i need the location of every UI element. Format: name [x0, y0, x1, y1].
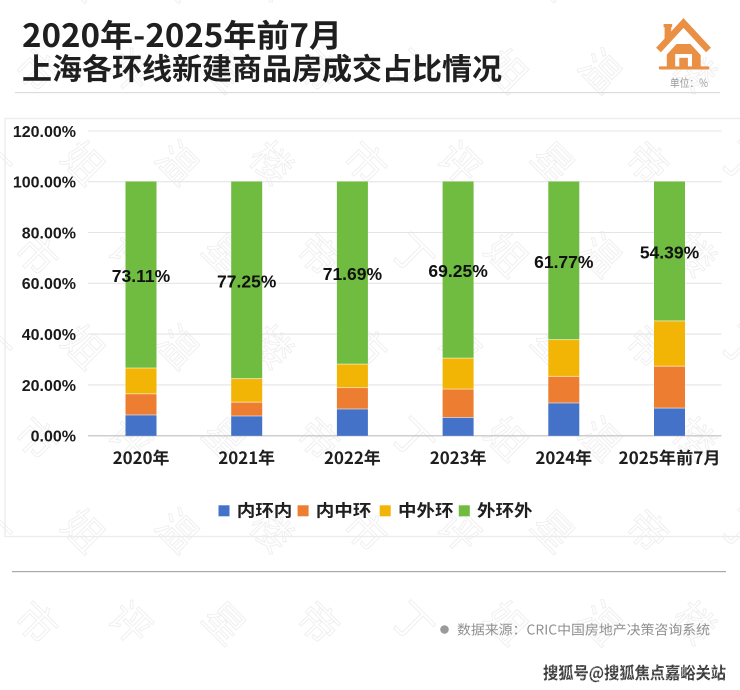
svg-text:54.39%: 54.39%	[640, 243, 700, 263]
svg-text:120.00%: 120.00%	[13, 124, 76, 141]
svg-text:77.25%: 77.25%	[217, 271, 277, 291]
svg-text:73.11%: 73.11%	[112, 266, 171, 286]
svg-text:20.00%: 20.00%	[22, 378, 76, 395]
svg-text:0.00%: 0.00%	[31, 429, 76, 446]
svg-text:69.25%: 69.25%	[428, 261, 488, 281]
svg-text:61.77%: 61.77%	[534, 252, 594, 272]
svg-text:71.69%: 71.69%	[323, 264, 383, 284]
svg-text:40.00%: 40.00%	[22, 327, 76, 344]
svg-text:80.00%: 80.00%	[22, 225, 76, 242]
svg-text:60.00%: 60.00%	[22, 276, 76, 293]
svg-text:100.00%: 100.00%	[13, 175, 76, 192]
